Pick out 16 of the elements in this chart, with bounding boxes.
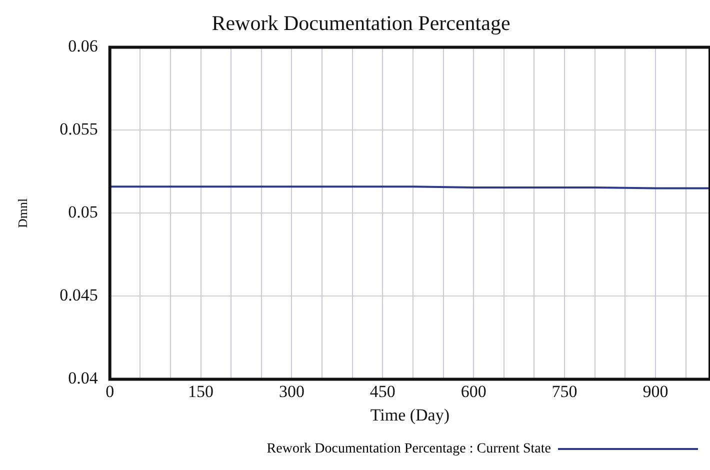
x-tick-label: 150	[188, 382, 214, 401]
x-tick-label: 900	[642, 382, 668, 401]
y-tick-label: 0.05	[68, 202, 98, 222]
x-tick-label: 300	[278, 382, 304, 401]
y-tick-label: 0.06	[68, 36, 98, 56]
y-tick-label: 0.045	[60, 286, 98, 305]
x-tick-label: 600	[460, 382, 486, 401]
x-axis-title: Time (Day)	[370, 405, 450, 424]
chart-title: Rework Documentation Percentage	[212, 11, 510, 36]
text: Rework Documentation Percentage : Current State	[266, 442, 551, 457]
y-axis-title: Dmnl	[15, 198, 30, 228]
x-tick-label: 450	[370, 382, 396, 401]
x-tick-label: 0	[106, 382, 114, 401]
y-tick-label: 0.04	[68, 368, 98, 388]
y-tick-label: 0.055	[60, 120, 98, 139]
x-tick-label: 750	[552, 382, 578, 401]
